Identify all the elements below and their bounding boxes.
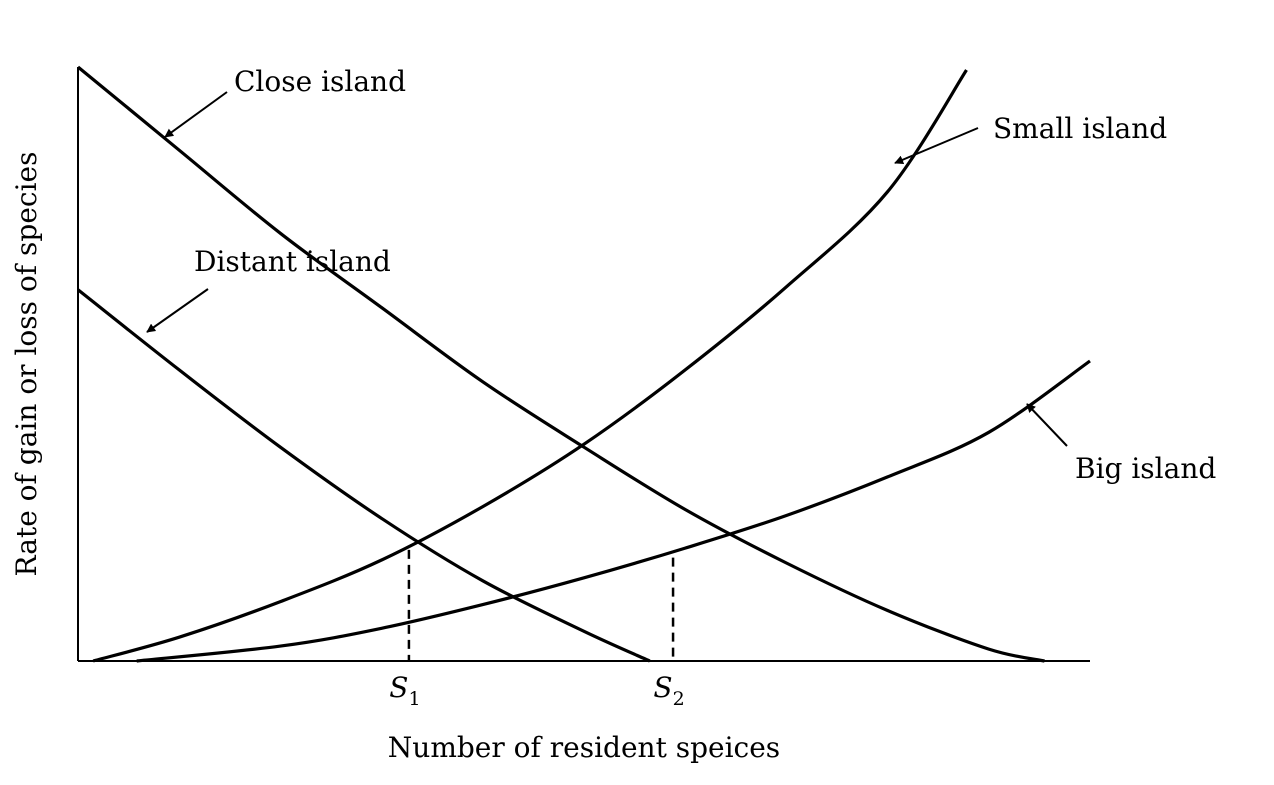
small-island-curve xyxy=(92,69,968,663)
big-island-curve xyxy=(136,359,1091,663)
small-island-arrow xyxy=(894,127,979,164)
big-island-label: Big island xyxy=(1075,452,1216,485)
distant-island-arrow xyxy=(146,288,209,333)
close-island-label: Close island xyxy=(234,65,406,98)
distant-island-curve xyxy=(77,288,651,663)
small-island-label: Small island xyxy=(993,112,1167,145)
distant-island-label: Distant island xyxy=(194,245,391,278)
x-tick-label-s1: S1 xyxy=(389,671,420,710)
x-tick-label-s2: S2 xyxy=(653,671,684,710)
big-island-arrow xyxy=(1026,403,1068,447)
close-island-arrow xyxy=(164,91,228,138)
y-axis-title: Rate of gain or loss of species xyxy=(10,152,43,577)
x-axis-title: Number of resident speices xyxy=(388,731,780,764)
close-island-curve xyxy=(76,65,1045,663)
